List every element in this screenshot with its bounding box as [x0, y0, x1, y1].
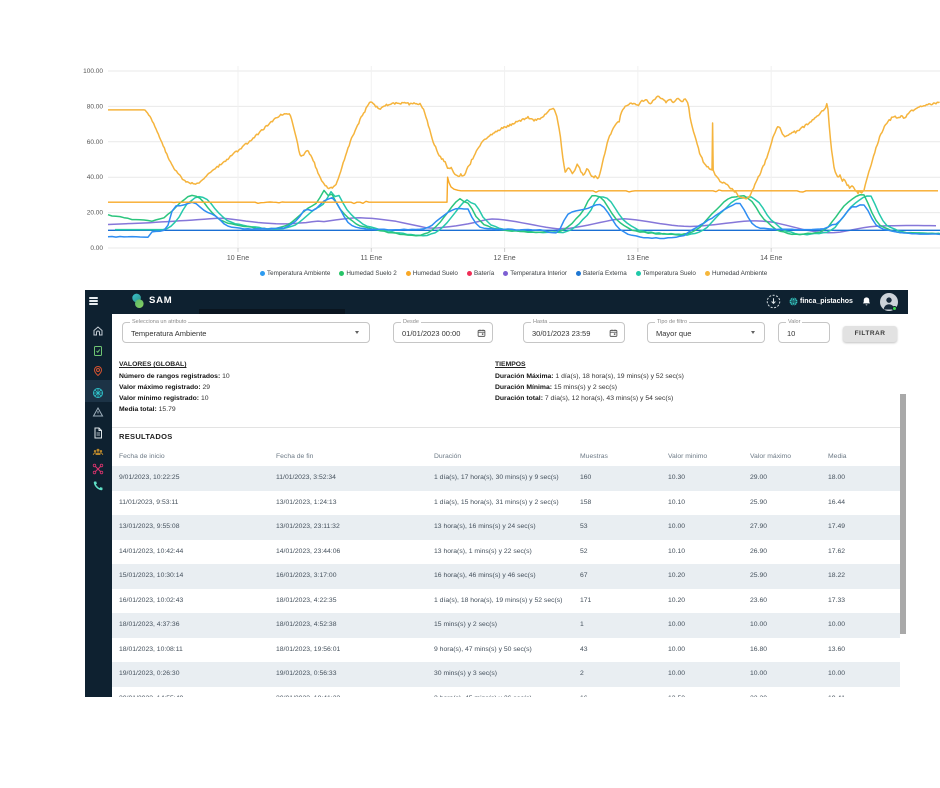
svg-text:0.00: 0.00 — [90, 245, 103, 252]
svg-text:14 Ene: 14 Ene — [760, 255, 782, 262]
svg-text:13 Ene: 13 Ene — [627, 255, 649, 262]
svg-text:10 Ene: 10 Ene — [227, 255, 249, 262]
svg-text:60.00: 60.00 — [87, 139, 104, 146]
svg-text:20.00: 20.00 — [87, 210, 104, 217]
svg-text:80.00: 80.00 — [87, 103, 104, 110]
svg-text:40.00: 40.00 — [87, 174, 104, 181]
svg-text:100.00: 100.00 — [83, 68, 103, 75]
svg-text:11 Ene: 11 Ene — [360, 255, 382, 262]
svg-text:12 Ene: 12 Ene — [494, 255, 516, 262]
